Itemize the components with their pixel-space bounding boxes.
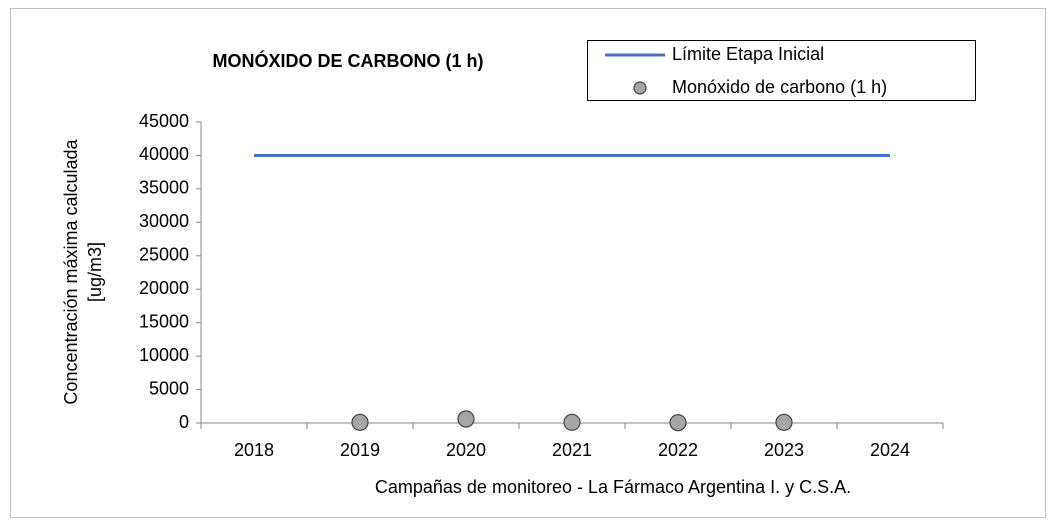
y-tick-label: 15000 (139, 311, 189, 331)
y-tick-label: 35000 (139, 178, 189, 198)
y-tick-label: 45000 (139, 111, 189, 131)
y-tick-label: 0 (179, 412, 189, 432)
y-tick-label: 20000 (139, 278, 189, 298)
data-point (563, 413, 581, 431)
y-axis-label: Concentración máxima calculada (61, 138, 81, 404)
y-axis-label: [ug/m3] (85, 242, 105, 302)
x-tick-label: 2021 (552, 440, 592, 460)
y-tick-label: 25000 (139, 245, 189, 265)
legend (587, 40, 976, 101)
chart-title: MONÓXIDO DE CARBONO (1 h) (212, 50, 483, 71)
y-tick-label: 10000 (139, 345, 189, 365)
y-tick-label: 5000 (149, 378, 189, 398)
y-tick-label: 30000 (139, 211, 189, 231)
data-point (457, 410, 475, 428)
x-tick-label: 2020 (446, 440, 486, 460)
data-point (775, 413, 793, 431)
legend-label: Límite Etapa Inicial (672, 44, 824, 64)
data-point (669, 414, 687, 432)
y-tick-label: 40000 (139, 144, 189, 164)
x-tick-label: 2018 (234, 440, 274, 460)
legend-label: Monóxido de carbono (1 h) (672, 77, 887, 97)
x-tick-label: 2024 (870, 440, 910, 460)
x-tick-label: 2023 (764, 440, 804, 460)
x-axis-label: Campañas de monitoreo - La Fármaco Argen… (375, 477, 851, 497)
x-tick-label: 2019 (340, 440, 380, 460)
legend-swatch (633, 81, 647, 95)
data-point (351, 413, 369, 431)
x-tick-label: 2022 (658, 440, 698, 460)
